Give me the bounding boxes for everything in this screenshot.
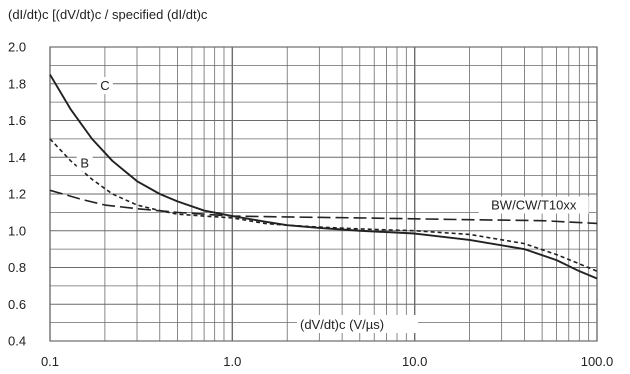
x-tick-labels: 0.1 1.0 10.0 100.0	[41, 354, 613, 369]
x-tick-label: 0.1	[41, 354, 59, 369]
y-tick-label: 1.0	[8, 223, 26, 238]
series-label: C	[100, 78, 109, 93]
series-label-bg	[478, 196, 589, 214]
series-line-bw-cw-t10xx	[49, 189, 598, 225]
y-tick-labels: 0.4 0.6 0.8 1.0 1.2 1.4 1.6 1.8 2.0	[8, 40, 26, 349]
y-tick-label: 2.0	[8, 40, 26, 55]
y-tick-label: 0.8	[8, 260, 26, 275]
y-tick-label: 1.2	[8, 187, 26, 202]
series-lines	[49, 74, 598, 280]
x-tick-label: 10.0	[402, 354, 427, 369]
y-tick-label: 1.8	[8, 76, 26, 91]
series-label-bg	[76, 154, 93, 172]
grid	[49, 46, 598, 342]
series-label: B	[80, 155, 89, 170]
series-label-bg	[96, 77, 113, 95]
series-line-b	[49, 138, 598, 272]
y-tick-label: 1.4	[8, 150, 26, 165]
x-axis-title: (dV/dt)c (V/µs)	[300, 317, 384, 332]
series-line-c	[49, 74, 598, 280]
x-axis-title-bg	[297, 315, 418, 333]
series-labels: C B BW/CW/T10xx	[76, 77, 589, 214]
y-axis-title: (dI/dt)c [(dV/dt)c / specified (dI/dt)c	[8, 7, 208, 22]
y-tick-label: 1.6	[8, 113, 26, 128]
series-label: BW/CW/T10xx	[491, 198, 577, 213]
x-tick-label: 1.0	[223, 354, 241, 369]
x-tick-label: 100.0	[581, 354, 614, 369]
y-tick-label: 0.4	[8, 334, 26, 349]
y-tick-label: 0.6	[8, 297, 26, 312]
